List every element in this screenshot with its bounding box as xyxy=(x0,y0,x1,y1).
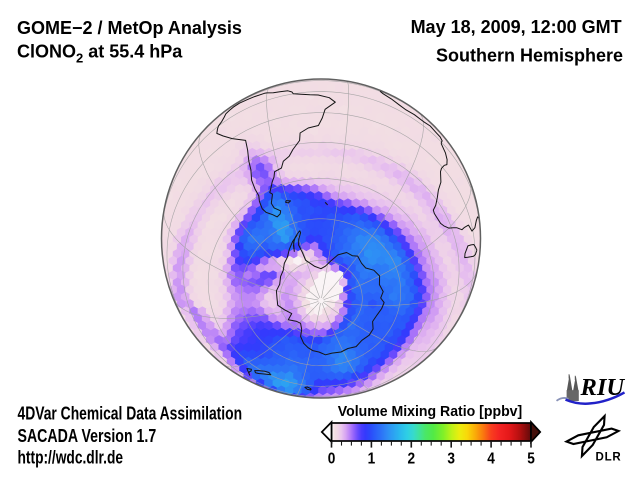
svg-text:May 18, 2009, 12:00 GMT: May 18, 2009, 12:00 GMT xyxy=(411,17,622,37)
svg-text:4: 4 xyxy=(487,451,495,468)
svg-text:4DVar Chemical Data Assimilati: 4DVar Chemical Data Assimilation xyxy=(18,404,243,424)
svg-text:3: 3 xyxy=(447,451,455,468)
svg-text:ClONO2 at 55.4 hPa: ClONO2 at 55.4 hPa xyxy=(17,42,183,66)
svg-text:SACADA Version 1.7: SACADA Version 1.7 xyxy=(18,426,157,446)
svg-text:0: 0 xyxy=(328,451,336,468)
svg-text:GOME−2 / MetOp Analysis: GOME−2 / MetOp Analysis xyxy=(17,18,242,38)
svg-text:Southern Hemisphere: Southern Hemisphere xyxy=(436,46,623,66)
svg-text:Volume Mixing Ratio [ppbv]: Volume Mixing Ratio [ppbv] xyxy=(338,404,523,420)
svg-text:DLR: DLR xyxy=(596,452,622,464)
svg-text:2: 2 xyxy=(408,451,416,468)
svg-text:http://wdc.dlr.de: http://wdc.dlr.de xyxy=(18,448,124,468)
svg-text:1: 1 xyxy=(368,451,376,468)
svg-text:5: 5 xyxy=(527,451,535,468)
